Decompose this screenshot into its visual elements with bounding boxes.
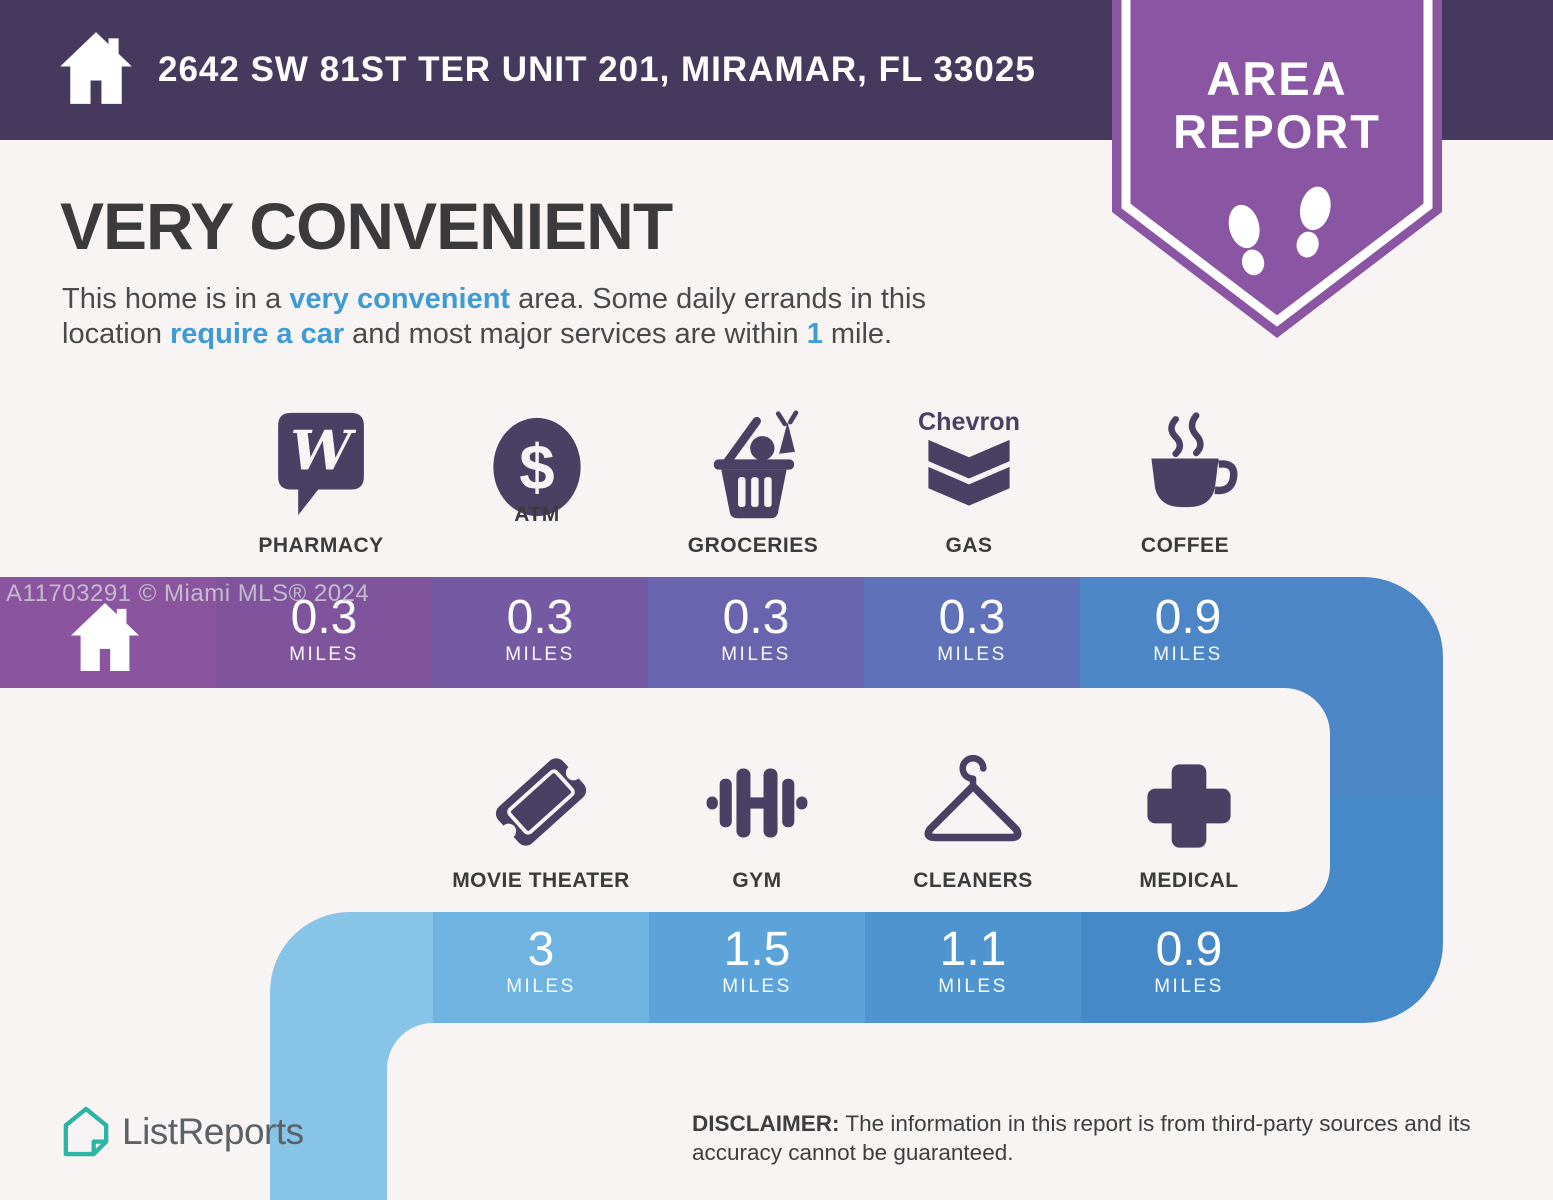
movie-ticket-icon <box>495 758 587 846</box>
poi-label: COFFEE <box>1140 534 1230 557</box>
poi-label: MOVIE THEATER <box>452 869 630 892</box>
distance-coffee: 0.9 MILES <box>1153 591 1223 666</box>
poi-label: GYM <box>732 869 782 892</box>
disclaimer: DISCLAIMER: The information in this repo… <box>692 1111 1471 1165</box>
distance-cleaners: 1.1 MILES <box>938 923 1008 998</box>
home-icon <box>60 32 132 104</box>
description-line1: This home is in a very convenient area. … <box>62 283 926 315</box>
mls-watermark: A11703291 © Miami MLS® 2024 <box>6 580 370 607</box>
poi-gym: GYM <box>649 745 865 893</box>
poi-label: PHARMACY <box>258 534 384 557</box>
listreports-icon <box>63 1106 109 1157</box>
poi-medical: MEDICAL <box>1081 745 1297 893</box>
svg-text:$: $ <box>519 432 554 503</box>
distance-movie-theater: 3 MILES <box>506 923 576 998</box>
listreports-wordmark: ListReports <box>122 1111 304 1152</box>
svg-text:W: W <box>290 418 356 482</box>
badge-shape <box>1112 0 1442 338</box>
dumbbell-icon <box>706 768 808 838</box>
description: This home is in a very convenient area. … <box>62 282 926 352</box>
distance-gym: 1.5 MILES <box>722 923 792 998</box>
listreports-logo: ListReports <box>62 1106 304 1158</box>
poi-label: MEDICAL <box>1139 869 1239 892</box>
hanger-icon <box>924 754 1022 842</box>
property-address: 2642 SW 81ST TER UNIT 201, MIRAMAR, FL 3… <box>158 50 1036 89</box>
highlight-very-convenient: very convenient <box>289 283 511 315</box>
chevron-gas-icon: Chevron <box>918 408 1020 506</box>
dollar-atm-icon: $ <box>493 417 581 517</box>
highlight-one-mile: 1 <box>806 318 823 350</box>
poi-label: CLEANERS <box>913 869 1033 892</box>
poi-coffee: COFFEE <box>1077 402 1293 558</box>
svg-text:Chevron: Chevron <box>918 408 1020 436</box>
poi-label: ATM <box>514 503 560 526</box>
distance-gas: 0.3 MILES <box>937 591 1007 666</box>
poi-gas: Chevron GAS <box>861 402 1077 558</box>
poi-atm: $ ATM <box>429 402 645 527</box>
medical-cross-icon <box>1147 764 1231 848</box>
badge-inner-border <box>1121 0 1433 327</box>
distance-pharmacy: 0.3 MILES <box>289 591 359 666</box>
highlight-require-a-car: require a car <box>170 318 345 350</box>
area-report-badge: AREA REPORT <box>1112 0 1442 345</box>
badge-line1: AREA <box>1206 52 1347 105</box>
badge-line2: REPORT <box>1173 105 1381 158</box>
poi-pharmacy: W PHARMACY <box>213 402 429 558</box>
distance-atm: 0.3 MILES <box>505 591 575 666</box>
poi-groceries: GROCERIES <box>645 402 861 558</box>
poi-movie-theater: MOVIE THEATER <box>433 745 649 893</box>
home-start-icon <box>70 602 140 672</box>
poi-label: GROCERIES <box>687 534 819 557</box>
footprints-icon <box>1228 186 1331 276</box>
poi-cleaners: CLEANERS <box>865 745 1081 893</box>
coffee-cup-icon <box>1151 412 1238 508</box>
distance-groceries: 0.3 MILES <box>721 591 791 666</box>
page-title: VERY CONVENIENT <box>60 189 673 263</box>
distance-medical: 0.9 MILES <box>1154 923 1224 998</box>
description-line2: location require a car and most major se… <box>62 318 893 350</box>
walgreens-pharmacy-icon: W <box>278 412 364 516</box>
grocery-basket-icon <box>713 410 799 519</box>
poi-label: GAS <box>945 534 993 557</box>
